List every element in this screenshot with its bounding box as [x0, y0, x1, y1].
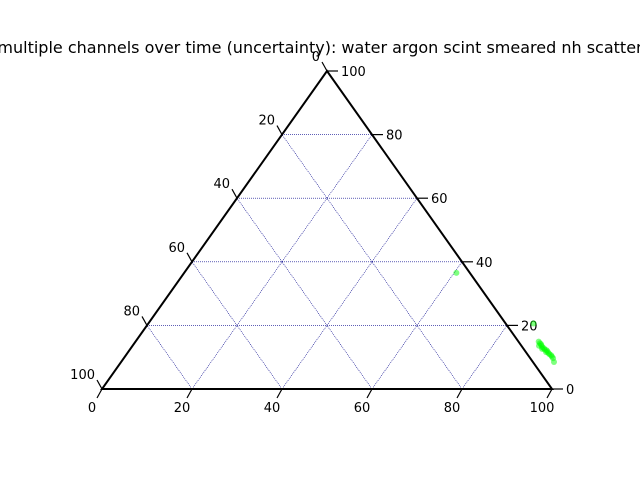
left-tick-60 [186, 252, 193, 263]
bottom-tick-60 [366, 388, 373, 399]
bottom-tick-label-100: 100 [530, 401, 555, 416]
bottom-tick-label-20: 20 [174, 401, 191, 416]
left-tick-0 [321, 61, 328, 72]
grid-line-l-80 [461, 325, 508, 390]
bottom-tick-label-40: 40 [264, 401, 281, 416]
grid-line-r-20 [146, 325, 193, 390]
triangle-frame [100, 69, 554, 390]
data-point-0 [453, 269, 460, 276]
data-point-1 [530, 320, 537, 327]
chart-title: multiple channels over time (uncertainty… [0, 38, 640, 57]
bottom-tick-20 [186, 388, 193, 399]
bottom-tick-label-60: 60 [354, 401, 371, 416]
data-points [453, 269, 557, 365]
grid-lines [146, 134, 508, 390]
bottom-tick-40 [276, 388, 283, 399]
left-tick-80 [141, 316, 148, 326]
tick-marks [96, 61, 563, 399]
bottom-tick-80 [456, 388, 463, 399]
grid-line-r-60 [236, 198, 373, 390]
right-tick-label-100: 100 [341, 65, 366, 80]
left-tick-label-0: 0 [312, 50, 320, 65]
right-tick-label-0: 0 [566, 383, 574, 398]
bottom-tick-0 [96, 388, 103, 399]
triangle-outline [100, 69, 554, 390]
right-tick-label-40: 40 [476, 256, 493, 271]
bottom-tick-100 [546, 388, 553, 399]
right-tick-label-80: 80 [386, 129, 403, 144]
data-point-18 [539, 345, 546, 352]
grid-line-l-40 [281, 198, 418, 390]
left-tick-label-100: 100 [70, 368, 95, 383]
left-tick-40 [231, 188, 238, 199]
bottom-tick-label-80: 80 [444, 401, 461, 416]
data-point-19 [543, 349, 550, 356]
left-tick-20 [276, 125, 283, 135]
left-tick-label-40: 40 [213, 177, 230, 192]
left-tick-label-60: 60 [168, 241, 185, 256]
left-tick-label-20: 20 [258, 114, 275, 129]
right-tick-label-60: 60 [431, 192, 448, 207]
left-tick-label-80: 80 [123, 304, 140, 319]
bottom-tick-label-0: 0 [88, 401, 96, 416]
left-tick-100 [96, 379, 103, 390]
data-point-16 [551, 359, 557, 365]
